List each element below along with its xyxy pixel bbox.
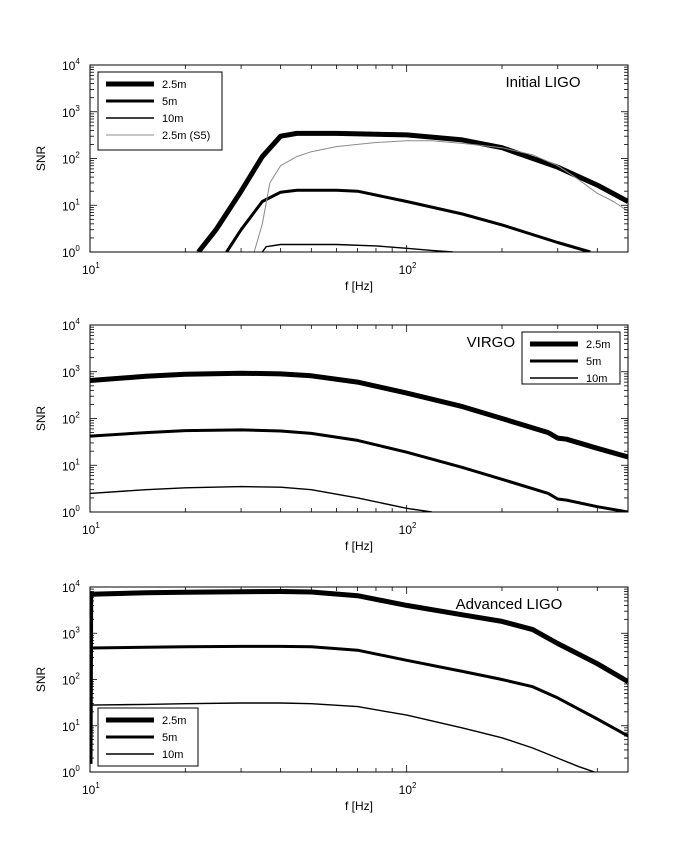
series-line-10m — [90, 485, 432, 512]
series-line-5m — [90, 644, 628, 738]
legend-label: 2.5m — [162, 79, 186, 91]
y-tick-label: 102 — [62, 672, 80, 688]
y-tick-label: 100 — [62, 504, 80, 520]
y-tick-label: 103 — [62, 625, 80, 641]
x-tick-label: 102 — [399, 261, 417, 277]
y-tick-label: 103 — [62, 364, 80, 380]
legend-label: 5m — [586, 356, 601, 368]
y-tick-label: 101 — [62, 457, 80, 473]
y-tick-label: 100 — [62, 244, 80, 260]
y-tick-label: 103 — [62, 104, 80, 120]
x-axis-label: f [Hz] — [345, 539, 373, 553]
legend-label: 2.5m — [162, 715, 186, 727]
x-tick-label: 101 — [82, 261, 100, 277]
series-group — [196, 130, 628, 252]
series-line-10m — [261, 243, 453, 252]
series-line-2-5m — [90, 370, 628, 460]
series-line-2-5m-s5- — [253, 140, 628, 252]
chart-title: Initial LIGO — [505, 74, 580, 91]
series-group — [90, 589, 628, 772]
series-group — [90, 370, 628, 512]
series-line-2-5m — [90, 589, 628, 764]
chart-title: Advanced LIGO — [456, 596, 563, 613]
legend-frame — [521, 331, 621, 385]
series-line-2-5m — [196, 130, 628, 252]
x-axis-label: f [Hz] — [345, 279, 373, 293]
series-line-5m — [90, 428, 628, 512]
y-tick-label: 104 — [62, 317, 80, 333]
legend-label: 5m — [162, 732, 177, 744]
y-axis-label: SNR — [34, 667, 48, 693]
legend-label: 2.5m — [586, 339, 610, 351]
x-tick-label: 101 — [82, 781, 100, 797]
y-tick-label: 104 — [62, 57, 80, 73]
x-tick-label: 102 — [399, 781, 417, 797]
legend-label: 2.5m (S5) — [162, 130, 210, 142]
legend-label: 10m — [162, 113, 183, 125]
y-tick-label: 102 — [62, 151, 80, 167]
legend-label: 10m — [586, 373, 607, 385]
y-tick-label: 104 — [62, 579, 80, 595]
y-tick-label: 101 — [62, 197, 80, 213]
series-line-5m — [225, 188, 591, 252]
y-tick-label: 102 — [62, 411, 80, 427]
legend-label: 5m — [162, 96, 177, 108]
legend: 2.5m 5m 10m — [521, 331, 621, 385]
chart-title: VIRGO — [467, 334, 515, 351]
legend: 2.5m 5m 10m 2.5m (S5) — [97, 71, 223, 151]
series-line-10m — [90, 702, 597, 772]
x-tick-label: 102 — [399, 521, 417, 537]
y-axis-label: SNR — [34, 406, 48, 432]
x-axis-label: f [Hz] — [345, 799, 373, 813]
y-tick-label: 100 — [62, 764, 80, 780]
legend: 2.5m 5m 10m — [97, 707, 199, 767]
y-axis-label: SNR — [34, 146, 48, 172]
y-tick-label: 101 — [62, 718, 80, 734]
x-tick-label: 101 — [82, 521, 100, 537]
legend-label: 10m — [162, 749, 183, 761]
